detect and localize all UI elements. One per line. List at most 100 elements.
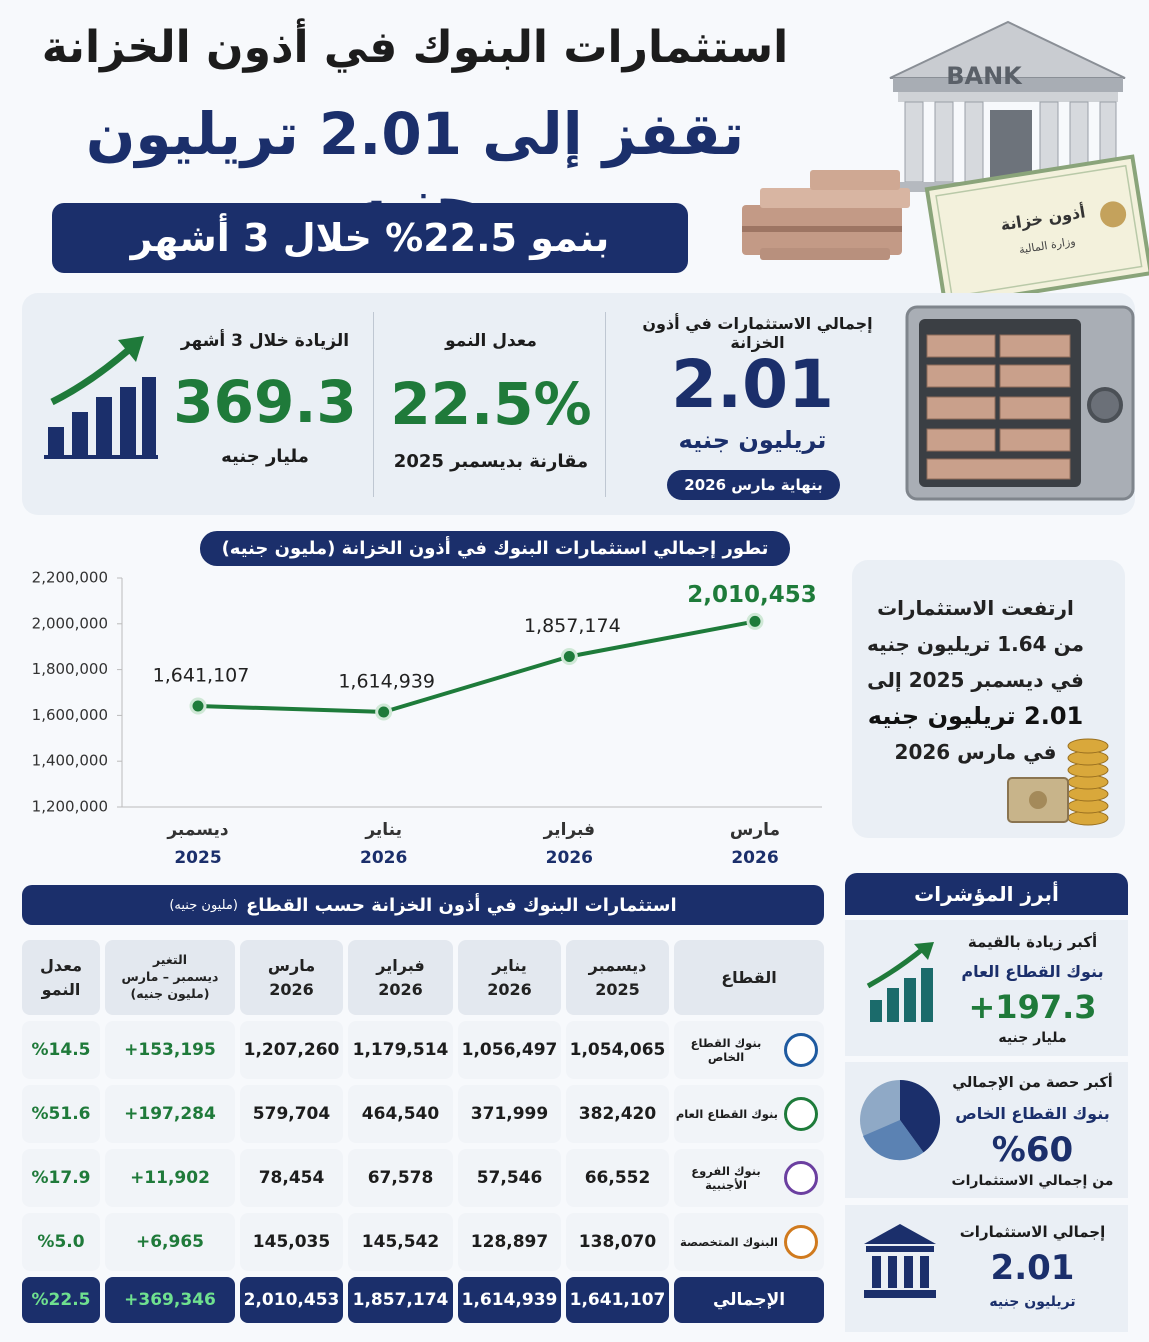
- x-tick-label: ديسمبر: [166, 820, 229, 840]
- y-tick-label: 1,800,000: [32, 660, 108, 678]
- headline-badge: بنمو 22.5% خلال 3 أشهر: [52, 203, 688, 273]
- y-tick-label: 1,600,000: [32, 706, 108, 724]
- table-cell: 145,035: [240, 1213, 343, 1271]
- sector-icon: [784, 1033, 818, 1067]
- table-cell: 57,546: [458, 1149, 561, 1207]
- highlight-unit: مليار جنيه: [998, 1030, 1067, 1046]
- kpi-value: 369.3: [173, 368, 357, 436]
- table-cell: +11,902: [105, 1149, 235, 1207]
- y-tick-label: 1,200,000: [32, 798, 108, 816]
- highlight-label: إجمالي الاستثمارات: [959, 1223, 1106, 1241]
- table-cell: 579,704: [240, 1085, 343, 1143]
- table-cell: 371,999: [458, 1085, 561, 1143]
- highlight-unit: تريليون جنيه: [989, 1294, 1076, 1310]
- table-cell: %17.9: [22, 1149, 100, 1207]
- sector-cell: بنوك القطاع العام: [674, 1085, 824, 1143]
- title-line-2: تقفز إلى 2.01 تريليون جنيه: [85, 100, 745, 236]
- highlight-unit: من إجمالي الاستثمارات: [951, 1173, 1114, 1189]
- highlight-value: +197.3: [968, 988, 1097, 1026]
- total-cell: %22.5: [22, 1277, 100, 1323]
- sector-icon: [784, 1097, 818, 1131]
- column-header: التغير ديسمبر – مارس (مليون جنيه): [105, 940, 235, 1015]
- kpi-label: معدل النمو: [445, 331, 537, 351]
- column-header: مارس 2026: [240, 940, 343, 1015]
- sector-name: البنوك المتخصصة: [680, 1235, 778, 1249]
- summary-line: في ديسمبر 2025 إلى: [867, 668, 1084, 692]
- table-cell: 1,207,260: [240, 1021, 343, 1079]
- total-cell: 1,857,174: [348, 1277, 453, 1323]
- sector-cell: بنوك القطاع الخاص: [674, 1021, 824, 1079]
- table-cell: +197,284: [105, 1085, 235, 1143]
- highlight-label: أكبر زيادة بالقيمة: [967, 933, 1098, 951]
- kpi-label: إجمالي الاستثمارات في أذون الخزانة: [642, 314, 873, 352]
- value-label: 2,010,453: [687, 582, 817, 608]
- table-unit: (مليون جنيه): [169, 897, 238, 913]
- value-label: 1,641,107: [153, 664, 250, 686]
- sector-cell: بنوك الفروع الأجنبية: [674, 1149, 824, 1207]
- divider: [373, 312, 374, 497]
- sector-icon: [784, 1225, 818, 1259]
- kpi-value: 2.01: [671, 346, 834, 423]
- sector-cell: البنوك المتخصصة: [674, 1213, 824, 1271]
- y-tick-label: 2,000,000: [32, 614, 108, 632]
- total-cell: الإجمالي: [674, 1277, 824, 1323]
- kpi-note: مقارنة بديسمبر 2025: [393, 451, 589, 472]
- highlight-value: 2.01: [990, 1248, 1075, 1288]
- y-tick-label: 1,400,000: [32, 752, 108, 770]
- bank-sign: BANK: [946, 62, 1023, 90]
- kpi-value: 22.5%: [390, 370, 592, 438]
- table-cell: 78,454: [240, 1149, 343, 1207]
- sector-name: بنوك الفروع الأجنبية: [691, 1164, 761, 1192]
- growth-icon: [866, 942, 934, 1022]
- table-cell: +6,965: [105, 1213, 235, 1271]
- table-cell: 67,578: [348, 1149, 453, 1207]
- summary-line: ارتفعت الاستثمارات: [877, 596, 1074, 620]
- table-cell: 1,179,514: [348, 1021, 453, 1079]
- table-cell: 128,897: [458, 1213, 561, 1271]
- summary-line: من 1.64 تريليون جنيه: [867, 632, 1084, 656]
- sector-icon: [784, 1161, 818, 1195]
- column-header: ديسمبر 2025: [566, 940, 669, 1015]
- highlight-value: %60: [991, 1130, 1074, 1170]
- column-header: القطاع: [674, 940, 824, 1015]
- total-cell: 1,614,939: [458, 1277, 561, 1323]
- bank-illustration: BANK: [889, 20, 1126, 192]
- x-tick-label: يناير: [364, 820, 402, 840]
- table-title: استثمارات البنوك في أذون الخزانة حسب الق…: [245, 894, 677, 916]
- title-line-1: استثمارات البنوك في أذون الخزانة: [41, 22, 789, 73]
- table-cell: 1,056,497: [458, 1021, 561, 1079]
- total-cell: 2,010,453: [240, 1277, 343, 1323]
- table-cell: 382,420: [566, 1085, 669, 1143]
- bank-icon: [864, 1224, 936, 1298]
- column-header: فبراير 2026: [348, 940, 453, 1015]
- sector-name: بنوك القطاع العام: [675, 1107, 778, 1121]
- kpi-unit: مليار جنيه: [221, 446, 309, 467]
- highlights-title: أبرز المؤشرات: [845, 873, 1128, 915]
- table-cell: 138,070: [566, 1213, 669, 1271]
- table-cell: %14.5: [22, 1021, 100, 1079]
- x-tick-year: 2026: [546, 848, 593, 868]
- point: [189, 697, 207, 715]
- kpi-label: الزيادة خلال 3 أشهر: [180, 331, 350, 351]
- coins-illustration: [1007, 738, 1109, 826]
- highlight-subject: بنوك القطاع العام: [961, 962, 1104, 981]
- line: [197, 619, 756, 714]
- table-cell: 1,054,065: [566, 1021, 669, 1079]
- growth-icon: [44, 336, 158, 459]
- point: [375, 703, 393, 721]
- x-tick-year: 2025: [174, 848, 221, 868]
- x-tick-label: مارس: [730, 820, 780, 840]
- x-tick-year: 2026: [360, 848, 407, 868]
- summary-line: في مارس 2026: [894, 740, 1057, 764]
- value-label: 1,857,174: [524, 615, 621, 637]
- value-label: 1,614,939: [338, 670, 435, 692]
- table: القطاع ديسمبر 2025 يناير 2026 فبراير 2026 ما…: [22, 940, 824, 1323]
- kpi-unit: تريليون جنيه: [678, 426, 827, 454]
- x-tick-label: فبراير: [543, 820, 595, 840]
- table-cell: 145,542: [348, 1213, 453, 1271]
- table-cell: %51.6: [22, 1085, 100, 1143]
- highlight-subject: بنوك القطاع الخاص: [955, 1104, 1110, 1123]
- bill-illustration: أذون خزانة وزارة المالية: [924, 154, 1149, 308]
